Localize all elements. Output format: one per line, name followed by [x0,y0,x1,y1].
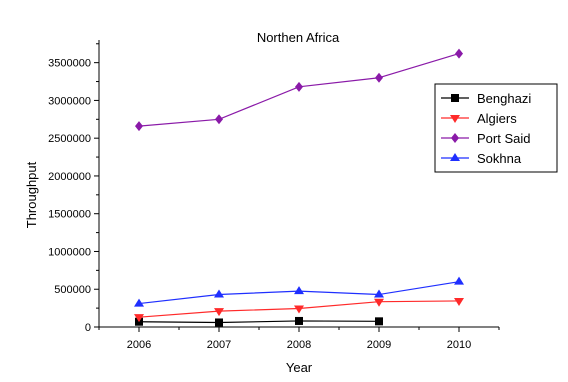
chart-title: Northen Africa [257,30,340,45]
data-point-benghazi [295,316,303,325]
data-point-port-said [295,81,303,92]
x-tick-label: 2008 [287,339,311,351]
data-point-benghazi [375,317,383,326]
data-point-port-said [135,121,143,132]
x-tick-label: 2007 [207,339,231,351]
y-tick-label: 500000 [54,284,91,296]
x-tick-label: 2010 [447,339,471,351]
data-point-algiers [294,305,304,314]
legend-entry-port-said: Port Said [441,131,530,146]
series-sokhna [134,276,464,307]
y-tick-label: 2500000 [48,133,91,145]
y-tick-label: 2000000 [48,171,91,183]
data-point-algiers [214,308,224,317]
data-point-benghazi [215,318,223,327]
series-benghazi [135,316,383,327]
x-axis-label: Year [286,360,313,375]
legend-marker-benghazi [451,94,459,102]
legend-marker-algiers [450,115,460,123]
axes: 0 500000 1000000 1500000 2000000 2500000 30000… [48,40,500,351]
legend-marker-port-said [451,133,459,143]
legend-entry-algiers: Algiers [441,111,517,126]
x-tick-label: 2006 [127,339,151,351]
legend-entry-sokhna: Sokhna [441,151,522,166]
legend-label-algiers: Algiers [477,111,517,126]
data-point-algiers [454,297,464,306]
series-layer [134,48,464,327]
series-line-benghazi [138,320,380,324]
y-tick-label: 3500000 [48,58,91,70]
data-point-algiers [134,314,144,323]
legend-marker-sokhna [450,153,460,161]
data-point-sokhna [374,289,384,298]
y-tick-label: 3000000 [48,95,91,107]
data-point-port-said [455,48,463,59]
data-point-sokhna [134,298,144,307]
y-tick-label: 0 [85,322,91,334]
series-algiers [134,297,464,323]
series-port-said [135,48,463,132]
data-point-sokhna [214,289,224,298]
data-point-sokhna [454,276,464,285]
legend-entry-benghazi: Benghazi [441,91,531,106]
legend-label-port-said: Port Said [477,131,530,146]
data-point-sokhna [294,286,304,295]
legend: Benghazi Algiers Port Said Sokhna [434,83,558,173]
x-tick-label: 2009 [367,339,391,351]
data-point-port-said [375,72,383,83]
data-point-port-said [215,114,223,125]
legend-label-benghazi: Benghazi [477,91,531,106]
legend-label-sokhna: Sokhna [477,151,522,166]
y-tick-label: 1000000 [48,246,91,258]
y-tick-label: 1500000 [48,209,91,221]
data-point-algiers [374,298,384,307]
y-axis-label: Throughput [24,161,39,228]
